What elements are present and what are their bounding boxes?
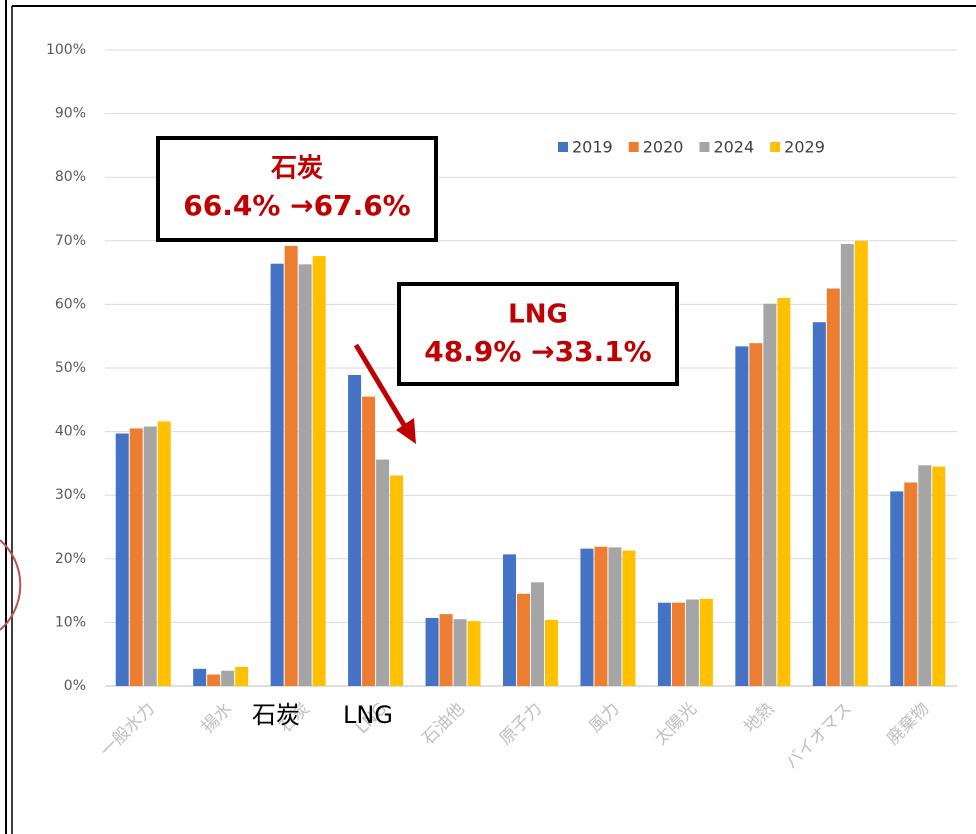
bar xyxy=(348,374,362,686)
y-tick-label: 20% xyxy=(55,551,86,567)
bar xyxy=(685,599,699,686)
bar xyxy=(425,617,439,686)
bar xyxy=(362,396,376,686)
circle-fragment xyxy=(0,539,22,631)
bar xyxy=(193,668,207,686)
legend-label: 2019 xyxy=(572,138,613,157)
bar xyxy=(854,240,868,687)
bar xyxy=(115,433,129,686)
bar xyxy=(284,245,298,686)
annotation-text: 66.4% →67.6% xyxy=(183,189,411,222)
bar xyxy=(503,554,516,686)
bar xyxy=(312,256,326,686)
annotation-title: LNG xyxy=(508,300,568,330)
bar xyxy=(918,465,932,686)
annotation-title: 石炭 xyxy=(270,154,323,184)
legend-label: 2020 xyxy=(643,138,684,157)
y-tick-label: 50% xyxy=(55,360,86,376)
bar xyxy=(763,303,777,686)
bar xyxy=(580,548,594,686)
legend-swatch xyxy=(558,142,568,152)
bar xyxy=(904,482,918,686)
bar xyxy=(826,288,840,686)
bar xyxy=(376,459,390,686)
bar xyxy=(129,428,143,686)
bar xyxy=(270,263,284,686)
legend-swatch xyxy=(628,142,639,152)
bar xyxy=(699,598,713,686)
bar xyxy=(749,343,763,686)
bar xyxy=(517,593,530,686)
bar xyxy=(207,674,221,686)
bar xyxy=(671,602,685,686)
bar xyxy=(439,614,453,686)
bar xyxy=(622,550,636,686)
bar xyxy=(298,264,312,686)
bar xyxy=(777,298,791,686)
y-tick-label: 70% xyxy=(55,233,86,249)
legend-label: 2029 xyxy=(784,138,825,157)
legend-label: 2024 xyxy=(713,138,754,157)
y-tick-label: 30% xyxy=(55,487,86,503)
y-tick-label: 100% xyxy=(46,42,86,58)
bar xyxy=(545,619,558,686)
overlay-label: 石炭 xyxy=(252,701,300,729)
bar xyxy=(390,475,404,686)
legend-swatch xyxy=(699,142,710,152)
overlay-label: LNG xyxy=(343,701,393,729)
legend-swatch xyxy=(770,142,781,152)
bar xyxy=(594,546,608,686)
bar xyxy=(531,582,544,686)
bar xyxy=(157,421,171,686)
y-tick-label: 80% xyxy=(55,169,86,185)
bar xyxy=(812,322,826,686)
bar xyxy=(840,243,854,687)
bar xyxy=(932,466,946,686)
bar xyxy=(221,670,235,686)
bar xyxy=(735,346,749,686)
arrow-head xyxy=(396,418,416,444)
bar xyxy=(235,666,249,686)
bar xyxy=(467,621,481,686)
y-tick-label: 10% xyxy=(55,614,86,630)
bar xyxy=(657,602,671,686)
bar xyxy=(890,491,904,686)
bar xyxy=(453,619,467,686)
y-tick-label: 60% xyxy=(55,296,86,312)
annotation-box xyxy=(397,282,679,386)
y-tick-label: 0% xyxy=(64,678,86,694)
y-tick-label: 40% xyxy=(55,424,86,440)
y-tick-label: 90% xyxy=(55,106,86,122)
bar xyxy=(608,547,622,686)
annotation-box xyxy=(156,136,438,242)
arrow xyxy=(353,343,407,427)
annotation-text: 48.9% →33.1% xyxy=(424,335,652,368)
bar xyxy=(143,426,157,686)
